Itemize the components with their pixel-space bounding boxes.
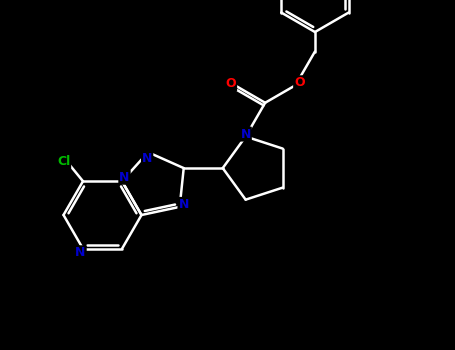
Text: Cl: Cl xyxy=(57,155,70,168)
Text: N: N xyxy=(76,246,86,259)
Text: N: N xyxy=(240,127,251,141)
Text: N: N xyxy=(178,198,189,211)
Text: N: N xyxy=(142,152,152,165)
Text: O: O xyxy=(294,76,305,89)
Text: O: O xyxy=(226,77,236,90)
Text: N: N xyxy=(119,171,130,184)
